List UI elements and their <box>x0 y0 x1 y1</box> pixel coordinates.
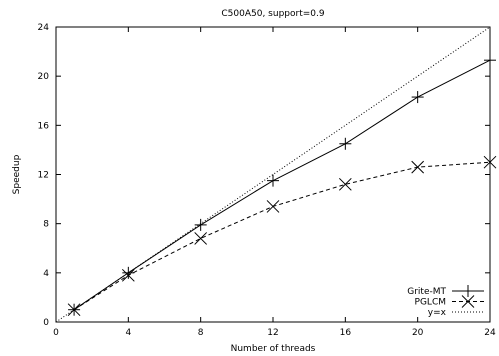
series-line <box>73 59 491 311</box>
legend-label: PGLCM <box>415 298 446 308</box>
axis-ticks: 0 4 8 12 16 20 24 0 4 8 12 16 20 24 <box>38 23 496 338</box>
x-tick-label: 24 <box>484 328 496 338</box>
legend-label: y=x <box>428 308 447 318</box>
series-y-x <box>55 26 491 323</box>
cross-marker <box>411 160 425 174</box>
plus-marker <box>267 174 279 187</box>
marker-d2 <box>266 200 280 213</box>
legend-label: Grite-MT <box>407 287 446 297</box>
x-tick-label: 16 <box>340 328 352 338</box>
cross-marker <box>266 200 280 213</box>
plot-frame <box>55 26 491 323</box>
y-tick-label: 0 <box>43 318 49 328</box>
x-tick-label: 8 <box>198 328 204 338</box>
legend-entry-pglcm: PGLCM <box>415 295 484 308</box>
cross-marker <box>194 232 208 245</box>
y-tick-label: 8 <box>43 220 49 230</box>
marker-d2 <box>194 232 208 245</box>
chart-title: C500A50, support=0.9 <box>221 9 324 19</box>
cross-marker <box>121 268 135 282</box>
y-tick-label: 20 <box>38 72 50 82</box>
marker-d2 <box>411 160 425 174</box>
series-layer <box>55 26 497 323</box>
x-axis-title: Number of threads <box>231 344 316 354</box>
legend-entry-grite-mt: Grite-MT <box>407 285 484 297</box>
cross-marker <box>461 295 475 308</box>
y-tick-label: 4 <box>43 269 49 279</box>
x-tick-label: 0 <box>53 328 59 338</box>
cross-marker <box>338 177 352 191</box>
x-tick-label: 12 <box>267 328 278 338</box>
series-grite-mt <box>68 54 496 316</box>
plus-marker <box>411 91 424 104</box>
plus-marker <box>462 285 474 297</box>
marker-d2 <box>461 295 475 308</box>
marker-d2 <box>338 177 352 191</box>
y-tick-label: 24 <box>38 23 50 33</box>
series-line <box>55 26 491 323</box>
y-tick-label: 12 <box>38 171 49 181</box>
x-tick-label: 20 <box>412 328 424 338</box>
y-tick-label: 16 <box>38 121 50 131</box>
x-tick-label: 4 <box>125 328 131 338</box>
plus-marker <box>194 218 207 231</box>
marker-d2 <box>121 268 135 282</box>
legend-entry-y-x: y=x <box>428 308 484 318</box>
plus-marker <box>339 137 352 150</box>
y-axis-title: Speedup <box>12 154 22 194</box>
